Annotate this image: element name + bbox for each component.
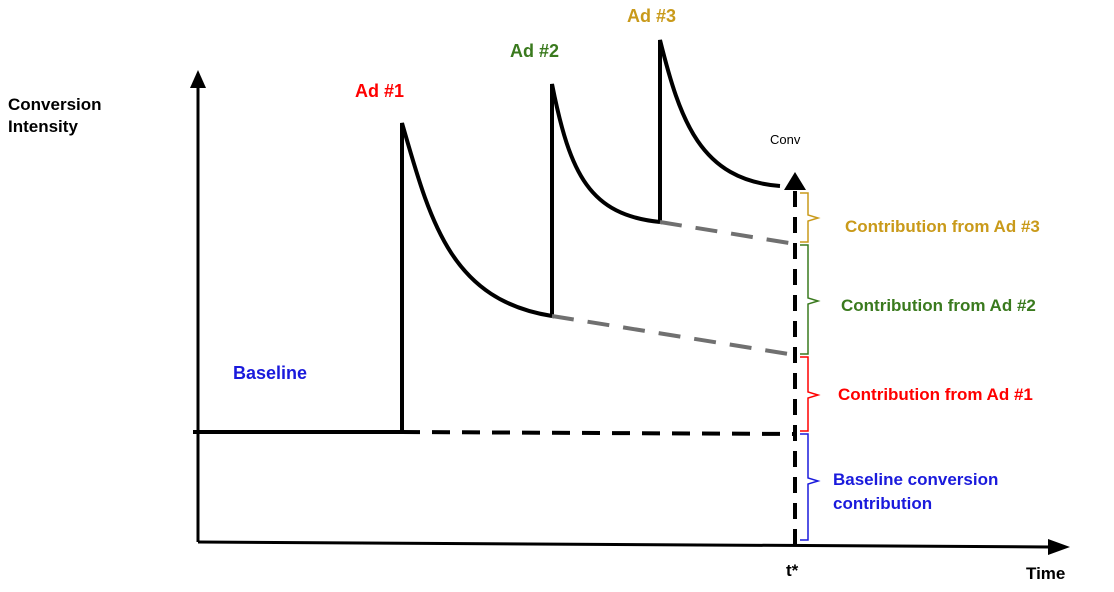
y-axis-label-line1: Conversion: [8, 95, 102, 114]
ad1-decay-projection: [551, 314, 796, 357]
x-axis-arrowhead: [1048, 539, 1070, 555]
ad2-label: Ad #2: [510, 41, 559, 61]
ad2-contribution-brace: [800, 244, 821, 355]
y-axis-arrowhead: [190, 70, 206, 88]
baseline-projection: [401, 430, 796, 436]
ad3-contribution-label: Contribution from Ad #3: [845, 217, 1040, 236]
conversion-intensity-curve: [400, 39, 781, 432]
baseline-contribution-brace: [800, 433, 821, 541]
baseline-contribution-label-line1: Baseline conversion: [833, 470, 998, 489]
conversion-arrowhead: [784, 172, 806, 190]
t-star-label: t*: [786, 561, 799, 580]
ad2-decay-projection: [659, 220, 796, 246]
ad1-label: Ad #1: [355, 81, 404, 101]
x-axis-label: Time: [1026, 564, 1065, 583]
baseline-label: Baseline: [233, 363, 307, 383]
ad1-contribution-label: Contribution from Ad #1: [838, 385, 1033, 404]
conv-label: Conv: [770, 132, 801, 147]
ad3-label: Ad #3: [627, 6, 676, 26]
baseline-contribution-label-line2: contribution: [833, 494, 932, 513]
y-axis-label-line2: Intensity: [8, 117, 78, 136]
x-axis: [197, 540, 1051, 549]
ad1-contribution-brace: [800, 356, 821, 432]
ad3-contribution-brace: [800, 192, 821, 243]
ad2-contribution-label: Contribution from Ad #2: [841, 296, 1036, 315]
